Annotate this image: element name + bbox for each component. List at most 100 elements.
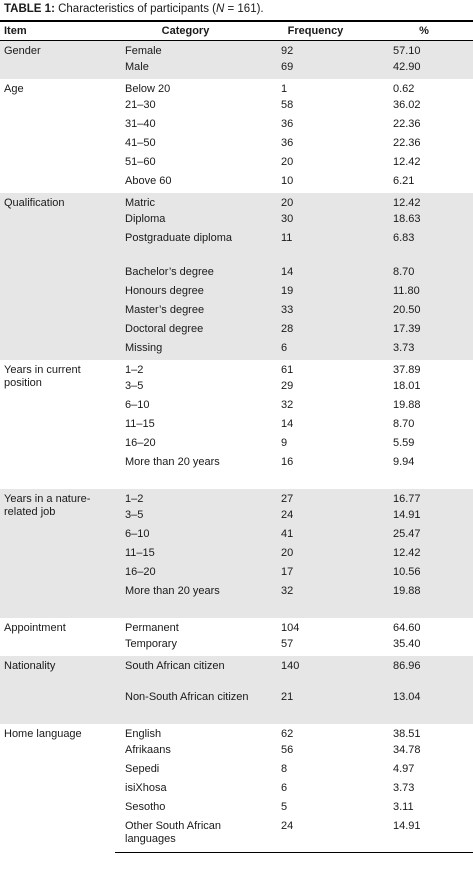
frequency-cell: 1	[281, 82, 288, 95]
category-cell: South African citizen	[115, 655, 256, 690]
percent-cell: 8.70	[375, 264, 473, 284]
category-cell: 1–2	[115, 488, 256, 508]
percent-cell: 22.36	[393, 136, 421, 149]
frequency-cell: 36	[281, 136, 294, 149]
percent-cell: 9.94	[393, 455, 415, 468]
frequency-cell: 41	[256, 526, 375, 546]
table-row: More than 20 years 16 9.94	[0, 455, 473, 489]
percent-cell: 12.42	[375, 545, 473, 565]
category-cell: Permanent	[125, 621, 179, 634]
table-row: Male 69 42.90	[0, 59, 473, 79]
category-cell: Diploma	[115, 211, 256, 231]
frequency-cell: 57	[281, 637, 294, 650]
percent-cell: 17.39	[375, 321, 473, 341]
table-row: Doctoral degree 28 17.39	[0, 321, 473, 341]
table-row: 41–50 36 22.36	[0, 136, 473, 155]
percent-cell: 19.88	[375, 583, 473, 618]
table-row: 31–40 36 22.36	[0, 117, 473, 136]
header-cell: Frequency	[256, 20, 375, 41]
table-row: 11–15 14 8.70	[0, 417, 473, 436]
frequency-cell: 28	[256, 321, 375, 341]
table-row: Honours degree 19 11.80	[0, 283, 473, 303]
category-cell: Honours degree	[115, 283, 256, 303]
frequency-cell: 20	[256, 192, 375, 212]
frequency-cell: 6	[256, 340, 375, 360]
table-row: 6–10 41 25.47	[0, 526, 473, 546]
table-row: Postgraduate diploma 11 6.83	[0, 230, 473, 265]
percent-cell: 5.59	[393, 436, 415, 449]
table-row: isiXhosa 6 3.73	[0, 781, 473, 800]
table-row: Diploma 30 18.63	[0, 211, 473, 231]
item-cell: Qualification	[0, 192, 115, 360]
frequency-cell: 32	[256, 583, 375, 618]
frequency-cell: 14	[281, 417, 294, 430]
table-row: Appointment Permanent 104 64.60	[0, 618, 473, 637]
frequency-cell: 32	[281, 398, 294, 411]
title-text: = 161).	[224, 3, 264, 15]
category-cell: 31–40	[125, 117, 156, 130]
table-row: Afrikaans 56 34.78	[0, 743, 473, 762]
percent-cell: 38.51	[393, 727, 421, 740]
frequency-cell: 69	[256, 59, 375, 79]
table: Item Category Frequency % Gender Female 92…	[0, 20, 473, 853]
category-cell: Afrikaans	[125, 743, 171, 756]
percent-cell: 20.50	[375, 302, 473, 322]
table-row: Other South African languages 24 14.91	[0, 818, 473, 853]
category-cell: Matric	[115, 192, 256, 212]
table-body: Gender Female 92 57.10 Male 69 42.90 Age Below 2…	[0, 40, 473, 853]
percent-cell: 42.90	[375, 59, 473, 79]
percent-cell: 22.36	[393, 117, 421, 130]
title-label: TABLE 1:	[4, 3, 55, 15]
table-row: 3–5 29 18.01	[0, 379, 473, 398]
frequency-cell: 8	[281, 762, 288, 775]
table-row: Age Below 20 1 0.62	[0, 79, 473, 98]
table-row: 6–10 32 19.88	[0, 398, 473, 417]
frequency-cell: 29	[281, 379, 294, 392]
category-cell: Female	[115, 40, 256, 60]
category-cell: 51–60	[125, 155, 156, 168]
category-cell: 6–10	[125, 398, 150, 411]
table-row: Gender Female 92 57.10	[0, 40, 473, 79]
header-cell: Category	[115, 20, 256, 41]
table-row: 21–30 58 36.02	[0, 98, 473, 117]
category-cell: More than 20 years	[115, 583, 256, 618]
percent-cell: 3.73	[393, 781, 415, 794]
category-cell: 11–15	[125, 417, 155, 430]
category-cell: Doctoral degree	[115, 321, 256, 341]
table-row: 3–5 24 14.91	[0, 507, 473, 527]
table-row: Nationality South African citizen 140 86.96	[0, 655, 473, 724]
table-row: Home language English 62 38.51	[0, 724, 473, 743]
frequency-cell: 5	[281, 800, 288, 813]
percent-cell: 35.40	[393, 637, 421, 650]
category-cell: Sesotho	[125, 800, 166, 813]
header-row: Item Category Frequency %	[0, 20, 473, 41]
percent-cell: 12.42	[393, 155, 421, 168]
header-cell: Item	[0, 20, 115, 41]
category-cell: 16–20	[115, 564, 256, 584]
title-text: Characteristics of participants (	[58, 3, 216, 15]
percent-cell: 14.91	[375, 818, 473, 853]
frequency-cell: 30	[256, 211, 375, 231]
frequency-cell: 24	[256, 818, 375, 853]
item-cell: Gender	[0, 40, 115, 79]
table-row: 16–20 17 10.56	[0, 564, 473, 584]
frequency-cell: 24	[256, 507, 375, 527]
category-cell: 1–2	[125, 363, 144, 376]
percent-cell: 12.42	[375, 192, 473, 212]
table-row: 16–20 9 5.59	[0, 436, 473, 455]
percent-cell: 4.97	[393, 762, 415, 775]
category-cell: Non-South African citizen	[115, 689, 256, 724]
frequency-cell: 11	[256, 230, 375, 265]
percent-cell: 18.01	[393, 379, 421, 392]
category-cell: Above 60	[125, 174, 172, 187]
frequency-cell: 92	[256, 40, 375, 60]
percent-cell: 16.77	[375, 488, 473, 508]
percent-cell: 0.62	[393, 82, 415, 95]
percent-cell: 10.56	[375, 564, 473, 584]
frequency-cell: 56	[281, 743, 294, 756]
frequency-cell: 140	[256, 655, 375, 690]
header-cell: %	[375, 20, 473, 41]
percent-cell: 6.83	[375, 230, 473, 265]
percent-cell: 86.96	[375, 655, 473, 690]
category-cell: Sepedi	[125, 762, 160, 775]
